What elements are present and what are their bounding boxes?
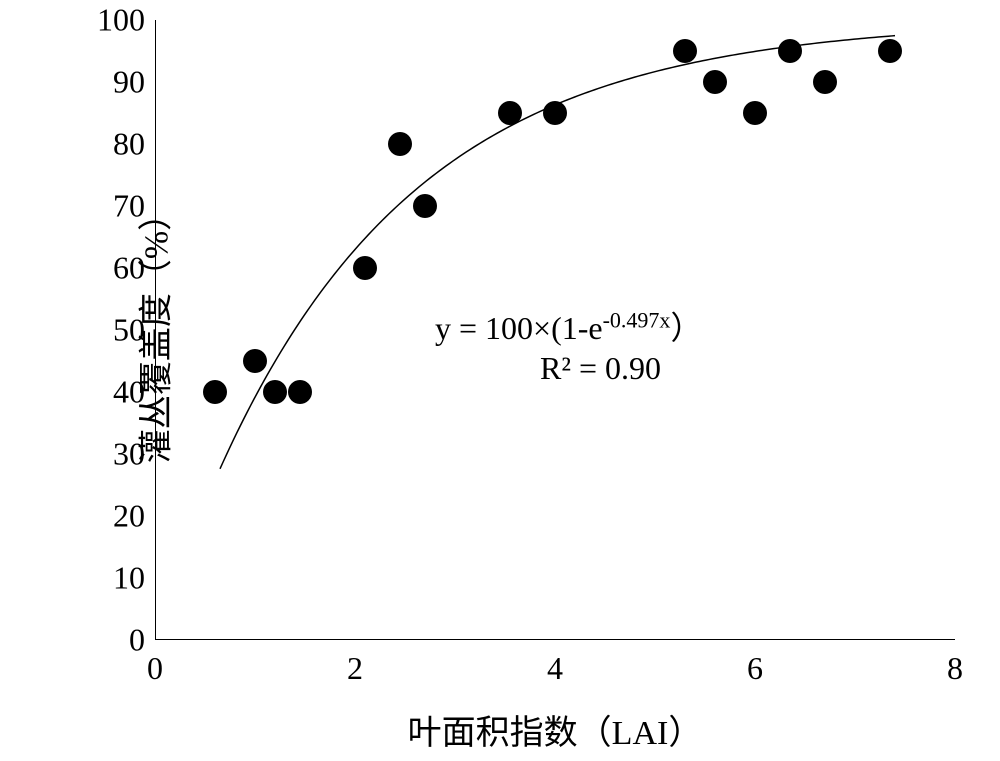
r-squared-annotation: R² = 0.90 [540,350,661,387]
data-point [543,101,567,125]
equation-annotation: y = 100×(1-e-0.497x） [435,303,702,349]
data-point [243,349,267,373]
data-point [353,256,377,280]
y-tick-label: 0 [65,622,145,659]
x-tick-label: 0 [147,650,163,687]
data-point [813,70,837,94]
y-tick-label: 20 [65,498,145,535]
y-axis-title: 灌丛覆盖度（%） [129,197,178,463]
y-tick-label: 90 [65,64,145,101]
data-point [703,70,727,94]
fit-curve [220,36,895,469]
data-point [413,194,437,218]
data-point [203,380,227,404]
equation-prefix: y = 100×(1-e [435,310,603,346]
data-point [778,39,802,63]
x-tick-label: 6 [747,650,763,687]
scatter-chart: 0102030405060708090100 02468 灌丛覆盖度（%） 叶面… [0,0,1000,761]
data-point [673,39,697,63]
y-tick-label: 80 [65,126,145,163]
y-tick-label: 10 [65,560,145,597]
x-tick-label: 4 [547,650,563,687]
data-point [498,101,522,125]
equation-close: ） [670,310,702,346]
data-point [288,380,312,404]
x-tick-label: 2 [347,650,363,687]
data-point [263,380,287,404]
data-point [388,132,412,156]
x-tick-label: 8 [947,650,963,687]
data-point [743,101,767,125]
x-axis-title: 叶面积指数（LAI） [408,705,703,754]
equation-exponent: -0.497x [603,307,671,332]
y-tick-label: 100 [65,2,145,39]
data-point [878,39,902,63]
